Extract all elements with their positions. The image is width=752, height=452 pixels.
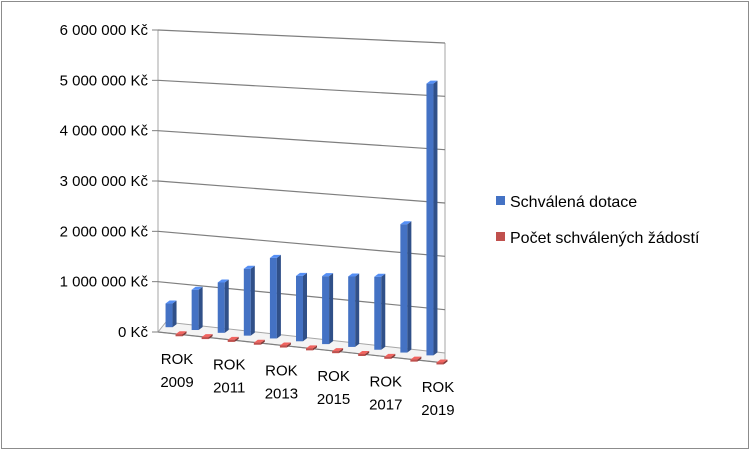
y-tick-label: 2 000 000 Kč: [60, 223, 149, 240]
y-tick-label: 6 000 000 Kč: [60, 22, 149, 39]
gridline: [157, 29, 446, 44]
x-tick-label: ROK: [213, 357, 246, 374]
gridline: [157, 230, 446, 257]
x-tick-label: ROK: [422, 379, 455, 396]
legend-label: Počet schválených žádostí: [510, 230, 700, 247]
bar-pocet-zadosti: [332, 348, 344, 354]
x-tick-label: ROK: [317, 368, 350, 385]
y-tick-label: 5 000 000 Kč: [60, 72, 149, 89]
bar-schvalena-dotace: [374, 273, 386, 350]
gridline: [157, 79, 446, 97]
bar-schvalena-dotace: [269, 254, 281, 339]
bar-schvalena-dotace: [165, 300, 177, 328]
y-tick-label: 1 000 000 Kč: [60, 274, 149, 291]
bar-schvalena-dotace: [191, 286, 203, 331]
bar-schvalena-dotace: [400, 221, 412, 353]
bar-pocet-zadosti: [410, 356, 422, 362]
x-tick-label: 2017: [369, 397, 402, 414]
bar-pocet-zadosti: [358, 351, 370, 357]
bar-schvalena-dotace: [296, 272, 307, 342]
gridline: [157, 130, 446, 151]
x-axis-ticks: ROK 2009 ROK 2011 ROK 2013 ROK 2015 ROK 2017 ROK 20…: [160, 351, 454, 419]
bar-pocet-zadosti: [306, 345, 317, 351]
bar-pocet-zadosti: [201, 334, 213, 340]
legend-swatch: [496, 232, 505, 241]
bar-pocet-zadosti: [175, 331, 187, 337]
bar-pocet-zadosti: [279, 342, 291, 348]
bar-schvalena-dotace: [243, 265, 255, 336]
legend-label: Schválená dotace: [510, 194, 637, 211]
x-tick-label: 2013: [265, 385, 298, 402]
x-tick-label: 2009: [160, 374, 193, 391]
x-tick-label: ROK: [161, 351, 194, 368]
x-tick-label: 2015: [317, 391, 350, 408]
bar-pocet-zadosti: [436, 359, 448, 365]
bar-pocet-zadosti: [384, 353, 396, 359]
bar-schvalena-dotace: [217, 279, 229, 333]
y-tick-label: 3 000 000 Kč: [60, 173, 149, 190]
y-tick-label: 0 Kč: [118, 324, 149, 341]
gridline: [157, 180, 446, 204]
bar-pocet-zadosti: [227, 336, 239, 342]
bar-pocet-zadosti: [253, 339, 265, 345]
x-tick-label: ROK: [370, 374, 403, 391]
bar-schvalena-dotace: [426, 80, 438, 356]
legend: Schválená dotace Počet schválených žádost…: [496, 194, 700, 247]
x-tick-label: 2011: [213, 380, 245, 397]
y-tick-label: 4 000 000 Kč: [60, 123, 149, 140]
legend-swatch: [496, 196, 505, 205]
bars: [165, 80, 448, 365]
y-axis-ticks: 0 Kč 1 000 000 Kč 2 000 000 Kč 3 000 000 Kč…: [60, 22, 158, 341]
bar-schvalena-dotace: [322, 273, 334, 345]
bar-schvalena-dotace: [348, 273, 360, 347]
x-tick-label: 2019: [421, 402, 454, 419]
x-tick-label: ROK: [265, 362, 298, 379]
